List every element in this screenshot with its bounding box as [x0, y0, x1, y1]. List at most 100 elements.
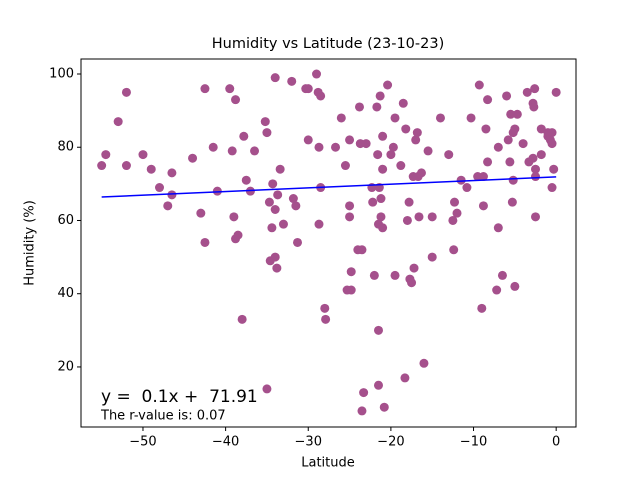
point: [196, 208, 206, 218]
x-tick-label: 0: [552, 435, 560, 450]
point: [378, 223, 388, 233]
x-tick-label: −10: [460, 435, 487, 450]
point: [474, 80, 484, 90]
point: [452, 208, 462, 218]
point: [227, 146, 237, 156]
point: [346, 267, 356, 277]
point: [331, 142, 341, 152]
point: [167, 190, 177, 200]
point: [466, 113, 476, 123]
point: [239, 131, 249, 141]
point: [530, 84, 540, 94]
point: [531, 212, 541, 222]
point: [508, 175, 518, 185]
point: [510, 281, 520, 291]
point: [435, 113, 445, 123]
point: [316, 91, 326, 101]
point: [241, 175, 251, 185]
point: [402, 215, 412, 225]
y-tick-label: 40: [57, 286, 74, 301]
point: [231, 95, 241, 105]
point: [536, 150, 546, 160]
point: [275, 164, 285, 174]
x-tick-label: −40: [212, 435, 239, 450]
point: [409, 263, 419, 273]
point: [188, 153, 198, 163]
x-tick-label: −50: [129, 435, 156, 450]
point: [314, 219, 324, 229]
point: [502, 91, 512, 101]
point: [376, 194, 386, 204]
x-tick-label: −20: [377, 435, 404, 450]
point: [293, 237, 303, 247]
point: [493, 142, 503, 152]
point: [272, 263, 282, 273]
point: [237, 314, 247, 324]
point: [450, 197, 460, 207]
point: [200, 237, 210, 247]
point: [303, 84, 313, 94]
point: [138, 150, 148, 160]
point: [507, 197, 517, 207]
point: [245, 186, 255, 196]
chart-title: Humidity vs Latitude (23-10-23): [212, 36, 445, 52]
point: [373, 380, 383, 390]
point: [404, 197, 414, 207]
point: [547, 183, 557, 193]
point: [233, 230, 243, 240]
point: [378, 131, 388, 141]
point: [383, 80, 393, 90]
point: [531, 172, 541, 182]
point: [510, 124, 520, 134]
point: [312, 69, 322, 79]
point: [345, 135, 355, 145]
point: [270, 252, 280, 262]
plot-frame: [80, 58, 577, 428]
point: [478, 201, 488, 211]
point: [291, 201, 301, 211]
point: [375, 91, 385, 101]
point: [270, 73, 280, 83]
point: [492, 285, 502, 295]
point: [373, 325, 383, 335]
y-tick-label: 100: [49, 67, 74, 82]
point: [427, 212, 437, 222]
point: [262, 128, 272, 138]
point: [345, 201, 355, 211]
point: [388, 142, 398, 152]
point: [320, 303, 330, 313]
point: [506, 109, 516, 119]
point: [200, 84, 210, 94]
point: [354, 102, 364, 112]
point: [361, 139, 371, 149]
point: [121, 87, 131, 97]
point: [208, 142, 218, 152]
point: [411, 135, 421, 145]
point: [462, 183, 472, 193]
point: [547, 128, 557, 138]
point: [340, 161, 350, 171]
point: [229, 212, 239, 222]
point: [346, 285, 356, 295]
point: [547, 139, 557, 149]
point: [163, 201, 173, 211]
point: [551, 87, 561, 97]
point: [167, 168, 177, 178]
point: [398, 98, 408, 108]
point: [303, 135, 313, 145]
point: [376, 212, 386, 222]
point: [396, 161, 406, 171]
point: [113, 117, 123, 127]
point: [369, 270, 379, 280]
point: [518, 139, 528, 149]
point: [390, 270, 400, 280]
annotation: The r-value is: 0.07: [100, 409, 226, 424]
point: [368, 197, 378, 207]
point: [528, 153, 538, 163]
point: [503, 135, 513, 145]
annotation: y = 0.1x + 71.91: [101, 387, 258, 407]
point: [278, 219, 288, 229]
point: [414, 212, 424, 222]
point: [505, 157, 515, 167]
point: [449, 245, 459, 255]
